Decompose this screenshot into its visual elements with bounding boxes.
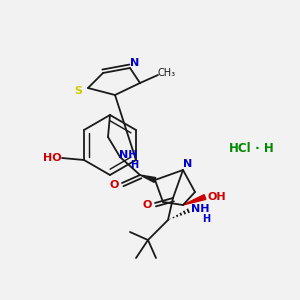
Polygon shape: [140, 175, 156, 182]
Text: O: O: [109, 180, 119, 190]
Text: NH: NH: [191, 204, 209, 214]
Text: NH: NH: [119, 150, 137, 160]
Polygon shape: [183, 195, 206, 205]
Text: H: H: [202, 214, 210, 224]
Text: HCl: HCl: [229, 142, 251, 154]
Text: OH: OH: [208, 192, 226, 202]
Text: N: N: [183, 159, 193, 169]
Text: · H: · H: [250, 142, 273, 154]
Text: O: O: [142, 200, 152, 210]
Text: N: N: [130, 58, 140, 68]
Text: CH₃: CH₃: [158, 68, 176, 78]
Text: H: H: [130, 160, 138, 170]
Text: HO: HO: [43, 153, 61, 163]
Text: S: S: [74, 86, 82, 96]
